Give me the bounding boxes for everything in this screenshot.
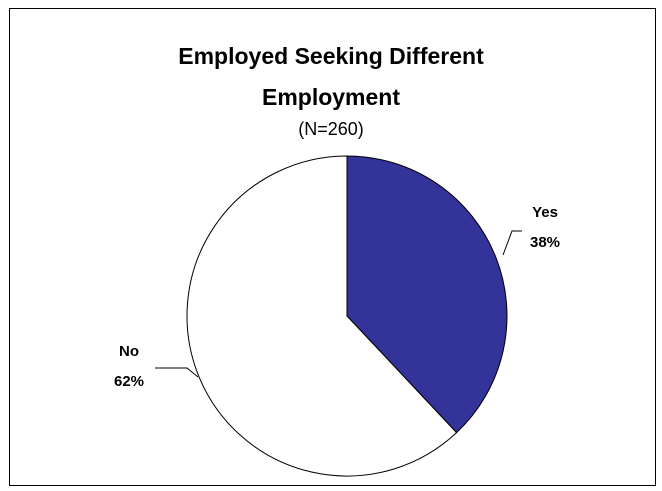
slice-label-yes: Yes xyxy=(532,204,558,221)
slice-value-label-no: 62% xyxy=(114,373,144,390)
slice-label-no: No xyxy=(119,343,139,360)
chart-title-line-2: Employment xyxy=(261,84,401,110)
slice-value-label-yes: 38% xyxy=(530,234,560,251)
pie-slice-yes xyxy=(346,155,508,434)
leader-line-yes xyxy=(502,230,522,256)
pie-slice-no xyxy=(186,155,458,477)
pie-slices xyxy=(186,155,508,477)
leader-line-no xyxy=(155,367,199,378)
chart-title-line-1: Employed Seeking Different xyxy=(178,43,484,69)
chart-subtitle: (N=260) xyxy=(298,119,364,139)
